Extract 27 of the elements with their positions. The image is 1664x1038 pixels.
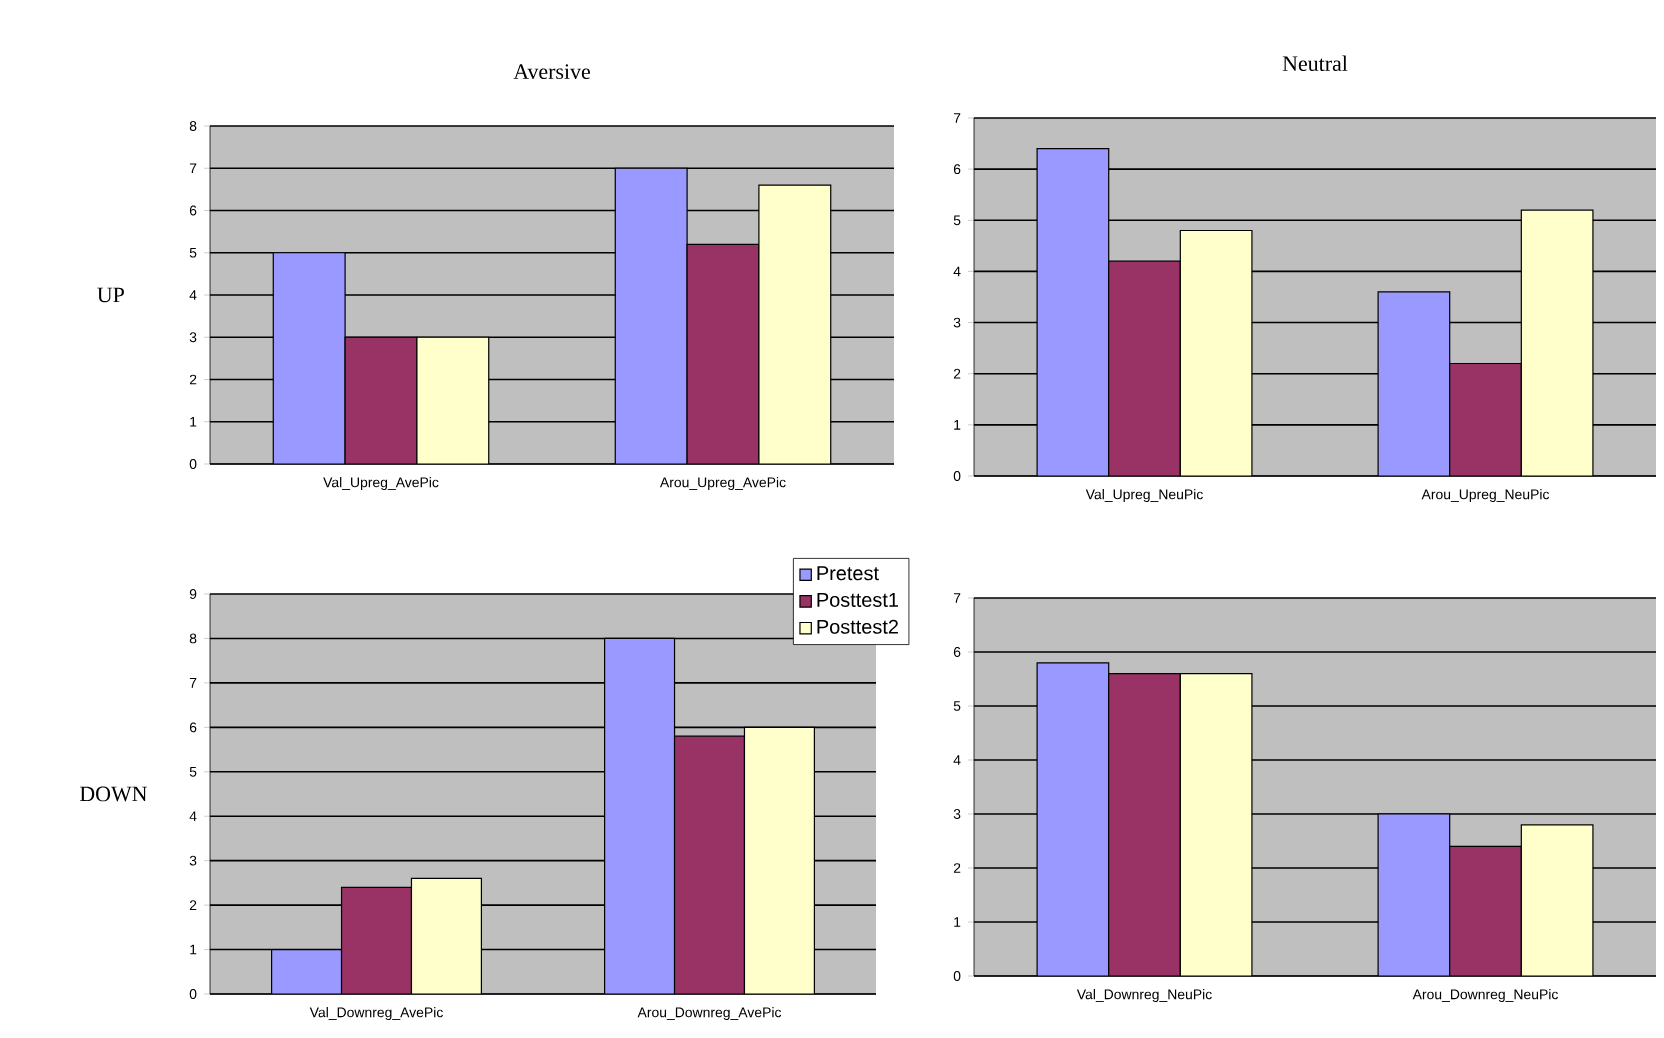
bar — [604, 637, 676, 994]
legend-label: Posttest1 — [817, 593, 898, 607]
bar — [1377, 291, 1451, 476]
bar — [673, 735, 746, 994]
chart-title: Aversive — [513, 64, 590, 80]
legend-label: Posttest2 — [817, 619, 898, 634]
bar — [1377, 813, 1451, 976]
bar — [1520, 209, 1594, 476]
bar — [743, 726, 815, 994]
bar — [1449, 845, 1522, 976]
legend-label: Pretest — [817, 566, 879, 581]
bar — [614, 167, 688, 464]
bar — [1180, 673, 1252, 976]
bar — [686, 243, 760, 464]
bar — [345, 337, 417, 464]
bar — [273, 252, 346, 464]
y-axis-title: UP — [97, 287, 124, 303]
bar — [1037, 148, 1109, 476]
bar — [1037, 662, 1109, 976]
bar — [1108, 673, 1181, 976]
bar — [411, 878, 482, 994]
bar — [271, 949, 342, 994]
bar — [341, 887, 412, 994]
chart-title: Neutral — [1282, 55, 1348, 71]
y-axis-title: DOWN — [79, 786, 147, 802]
bar — [1180, 230, 1252, 476]
bar — [1520, 824, 1594, 976]
